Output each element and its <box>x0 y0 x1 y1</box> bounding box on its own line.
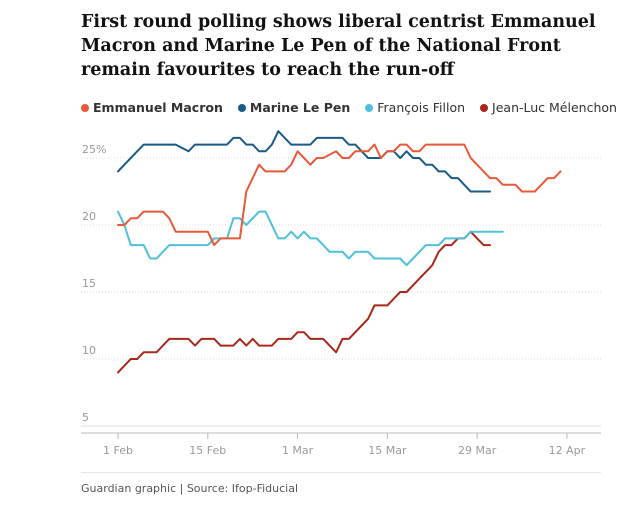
legend-swatch-melenchon <box>480 103 489 112</box>
legend-label-fillon: François Fillon <box>377 100 466 115</box>
source-credit: Guardian graphic | Source: Ifop-Fiducial <box>81 482 299 495</box>
y-tick-label-1: 20 <box>82 210 96 223</box>
series-line-fran-ois-fillon <box>117 210 504 267</box>
x-tick-label-5: 12 Apr <box>549 444 586 457</box>
y-tick-label-4: 5 <box>82 411 89 424</box>
x-tick-label-3: 15 Mar <box>368 444 407 457</box>
legend: Emmanuel Macron Marine Le Pen François F… <box>81 100 617 115</box>
series-line-emmanuel-macron <box>117 143 562 247</box>
x-tick-label-1: 15 Feb <box>189 444 226 457</box>
legend-item-melenchon: Jean-Luc Mélenchon <box>480 100 617 115</box>
legend-item-le-pen: Marine Le Pen <box>237 100 351 115</box>
legend-label-le-pen: Marine Le Pen <box>249 100 351 115</box>
line-chart: 25% 20 15 10 5 1 Feb 15 Feb 1 Mar 15 Mar 29 Mar 12… <box>81 130 601 457</box>
legend-swatch-macron <box>81 103 89 112</box>
legend-swatch-le-pen <box>237 103 246 112</box>
legend-label-melenchon: Jean-Luc Mélenchon <box>492 100 617 115</box>
y-tick-label-3: 10 <box>82 344 96 357</box>
series-line-jean-luc-m-lenchon <box>117 230 491 374</box>
chart-title: First round polling shows liberal centri… <box>81 12 596 80</box>
legend-item-macron: Emmanuel Macron <box>81 100 223 115</box>
y-tick-label-0: 25% <box>82 143 106 156</box>
y-tick-label-2: 15 <box>82 277 96 290</box>
legend-label-macron: Emmanuel Macron <box>93 100 223 115</box>
legend-item-fillon: François Fillon <box>365 100 465 115</box>
x-tick-label-0: 1 Feb <box>103 444 133 457</box>
footer-divider <box>81 472 601 473</box>
x-tick-label-2: 1 Mar <box>282 444 314 457</box>
legend-swatch-fillon <box>365 103 374 112</box>
series-line-marine-le-pen <box>117 130 491 193</box>
x-tick-label-4: 29 Mar <box>458 444 497 457</box>
